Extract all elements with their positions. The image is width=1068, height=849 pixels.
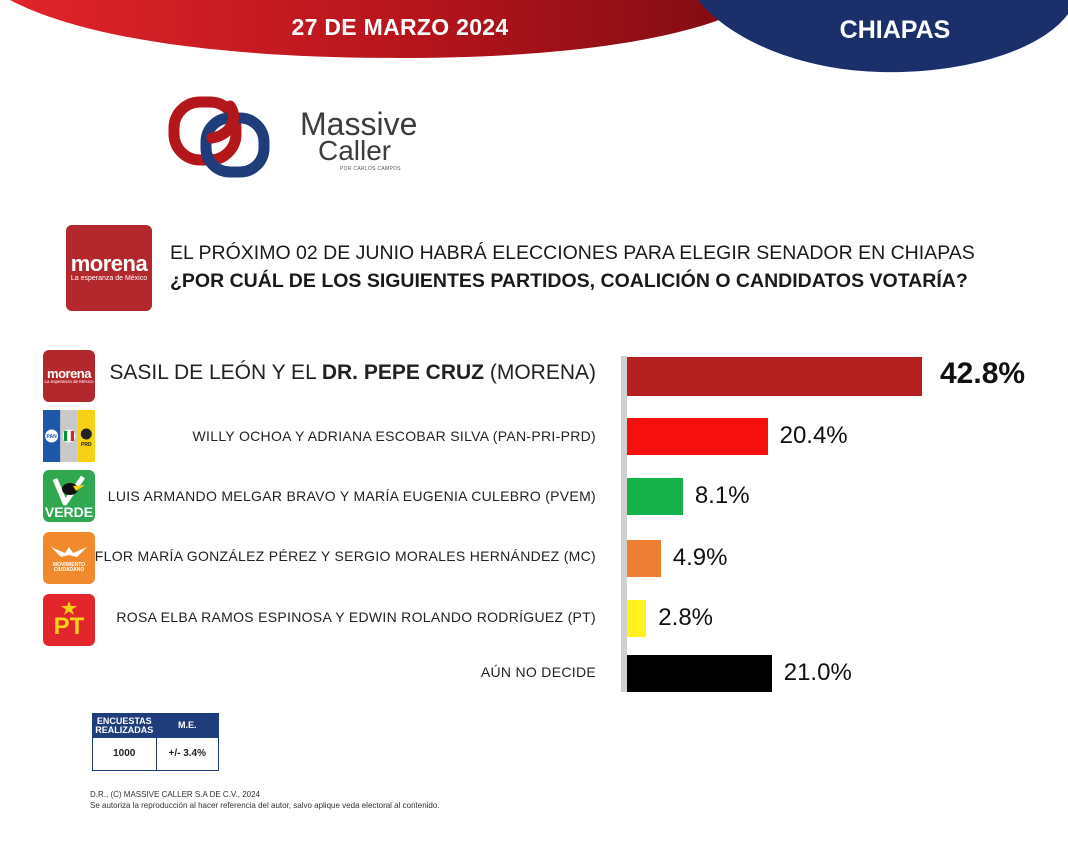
svg-text:PAN: PAN xyxy=(47,434,58,440)
logo-subtitle: POR CARLOS CAMPOS xyxy=(340,166,401,172)
header-banner xyxy=(10,0,1068,73)
pt-badge-word: PT xyxy=(53,613,85,640)
survey-info-table: ENCUESTAS REALIZADAS M.E. 1000 +/- 3.4% xyxy=(92,713,219,771)
eagle-icon xyxy=(51,546,87,557)
bar-value-label-0: 42.8% xyxy=(940,357,1026,390)
morena-party-badge: morena La esperanza de México xyxy=(43,350,95,402)
bar-label-0-pre: SASIL DE LEÓN Y EL xyxy=(109,361,322,384)
survey-table-row: 1000 +/- 3.4% xyxy=(93,738,218,770)
star-icon xyxy=(61,601,77,615)
bar-value-label-1: 20.4% xyxy=(779,422,848,449)
mc-badge-line1: MOVIMIENTO xyxy=(52,561,86,568)
reproduction-notice: Se autoriza la reproducción al hacer ref… xyxy=(90,801,440,810)
svg-text:PRD: PRD xyxy=(81,442,92,448)
bar-label-0-post: (MORENA) xyxy=(484,361,596,384)
bar-5 xyxy=(627,655,772,692)
pan-pri-prd-coalition-badge: PAN PRD xyxy=(43,410,95,462)
date-banner-shape xyxy=(10,0,760,58)
bar-value-label-3: 4.9% xyxy=(672,544,728,571)
massive-caller-logo-icon xyxy=(168,96,270,178)
bar-label-1: WILLY OCHOA Y ADRIANA ESCOBAR SILVA (PAN… xyxy=(192,428,596,444)
morena-word: morena xyxy=(70,251,148,277)
morena-question-badge: morena La esperanza de México xyxy=(66,225,152,311)
morena-badge-word: morena xyxy=(47,366,91,382)
morena-tagline: La esperanza de México xyxy=(70,275,148,283)
bar-label-0-bold: DR. PEPE CRUZ xyxy=(321,361,484,384)
bar-1 xyxy=(627,418,768,455)
mc-party-badge: MOVIMIENTO CIUDADANO xyxy=(43,532,95,584)
bar-value-label-5: 21.0% xyxy=(783,659,852,686)
survey-count-value: 1000 xyxy=(93,738,157,770)
toucan-icon xyxy=(52,475,86,506)
bar-4 xyxy=(627,600,647,637)
margin-error-header: M.E. xyxy=(177,720,197,731)
survey-table-header: ENCUESTAS REALIZADAS M.E. xyxy=(93,714,218,738)
bar-3 xyxy=(627,540,661,577)
logo-text-massive: Massive xyxy=(300,106,418,142)
verde-party-badge: VERDE xyxy=(43,470,95,522)
question-context: EL PRÓXIMO 02 DE JUNIO HABRÁ ELECCIONES … xyxy=(170,242,975,264)
survey-count-header: ENCUESTAS REALIZADAS xyxy=(93,714,157,738)
state-banner-shape xyxy=(698,0,1068,73)
pt-party-badge: PT xyxy=(43,594,95,646)
bar-label-5: AÚN NO DECIDE xyxy=(480,664,596,680)
question-title: ¿POR CUÁL DE LOS SIGUIENTES PARTIDOS, CO… xyxy=(170,270,968,292)
bar-value-label-4: 2.8% xyxy=(658,604,713,631)
bar-2 xyxy=(627,478,683,515)
bar-label-0: SASIL DE LEÓN Y EL DR. PEPE CRUZ (MORENA… xyxy=(109,361,596,385)
bar-value-label-2: 8.1% xyxy=(694,482,750,509)
state-label: CHIAPAS xyxy=(839,16,951,44)
bar-label-3: FLOR MARÍA GONZÁLEZ PÉREZ Y SERGIO MORAL… xyxy=(94,548,596,564)
morena-badge-tagline: La esperanza de México xyxy=(44,379,94,385)
verde-badge-word: VERDE xyxy=(44,504,94,520)
date-label: 27 DE MARZO 2024 xyxy=(291,14,509,40)
bar-label-4: ROSA ELBA RAMOS ESPINOSA Y EDWIN ROLANDO… xyxy=(116,609,596,625)
logo-text-caller: Caller xyxy=(318,135,392,166)
chart-axis-line xyxy=(621,356,627,692)
copyright-text: D.R., (C) MASSIVE CALLER S.A DE C.V., 20… xyxy=(90,790,260,799)
bar-0 xyxy=(627,357,922,396)
bar-label-2: LUIS ARMANDO MELGAR BRAVO Y MARÍA EUGENI… xyxy=(107,488,596,504)
margin-error-value: +/- 3.4% xyxy=(168,747,207,759)
mc-badge-line2: CIUDADANO xyxy=(53,567,85,573)
